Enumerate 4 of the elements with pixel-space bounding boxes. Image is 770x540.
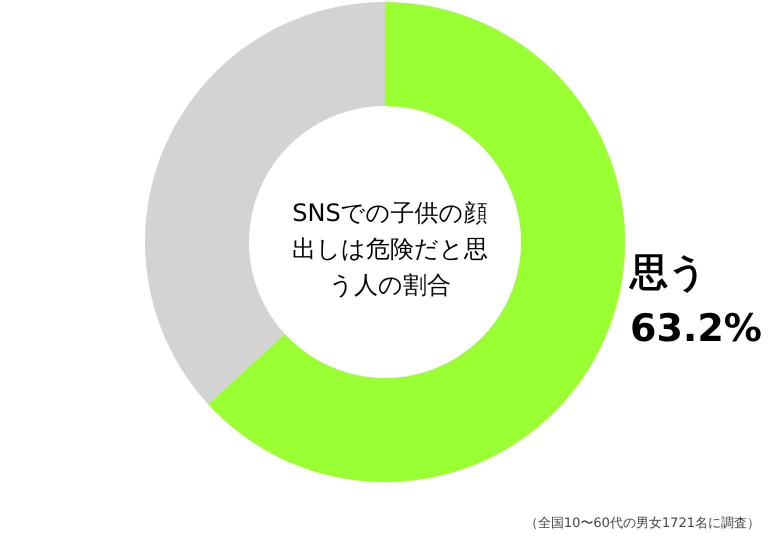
text: （全国10〜60代の男女1721名に調査） [524,516,760,531]
text: SNSでの子供の顔出しは危険だと思う人の割合 [292,199,488,299]
slice-label: 思う [628,250,707,294]
data-label: 63.2% [630,306,762,350]
